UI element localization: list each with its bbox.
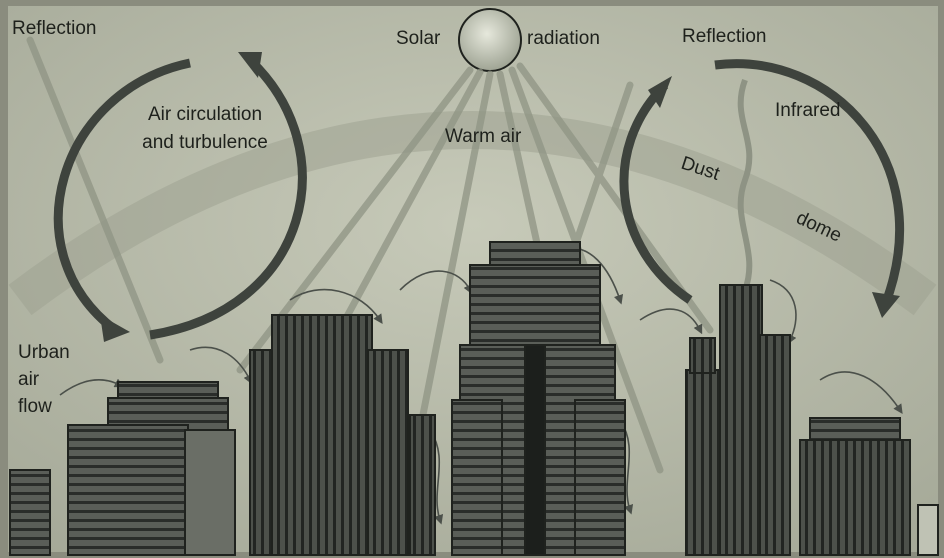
label-urban-air-flow: flow [18,396,52,417]
label-urban-air-flow: air [18,369,40,390]
label-radiation: radiation [527,28,600,49]
sun [459,9,521,71]
label-urban-air-flow: Urban [18,342,70,363]
label-solar: Solar [396,28,441,49]
label-air-circulation: Air circulation [148,104,262,125]
label-reflection-left: Reflection [12,18,97,39]
label-warm-air: Warm air [445,126,522,147]
label-infrared: Infrared [775,100,840,121]
urban-heat-diagram: Reflection Solar radiation Reflection Ai… [0,0,944,558]
label-air-circulation: and turbulence [142,132,268,153]
label-reflection-right: Reflection [682,26,767,47]
